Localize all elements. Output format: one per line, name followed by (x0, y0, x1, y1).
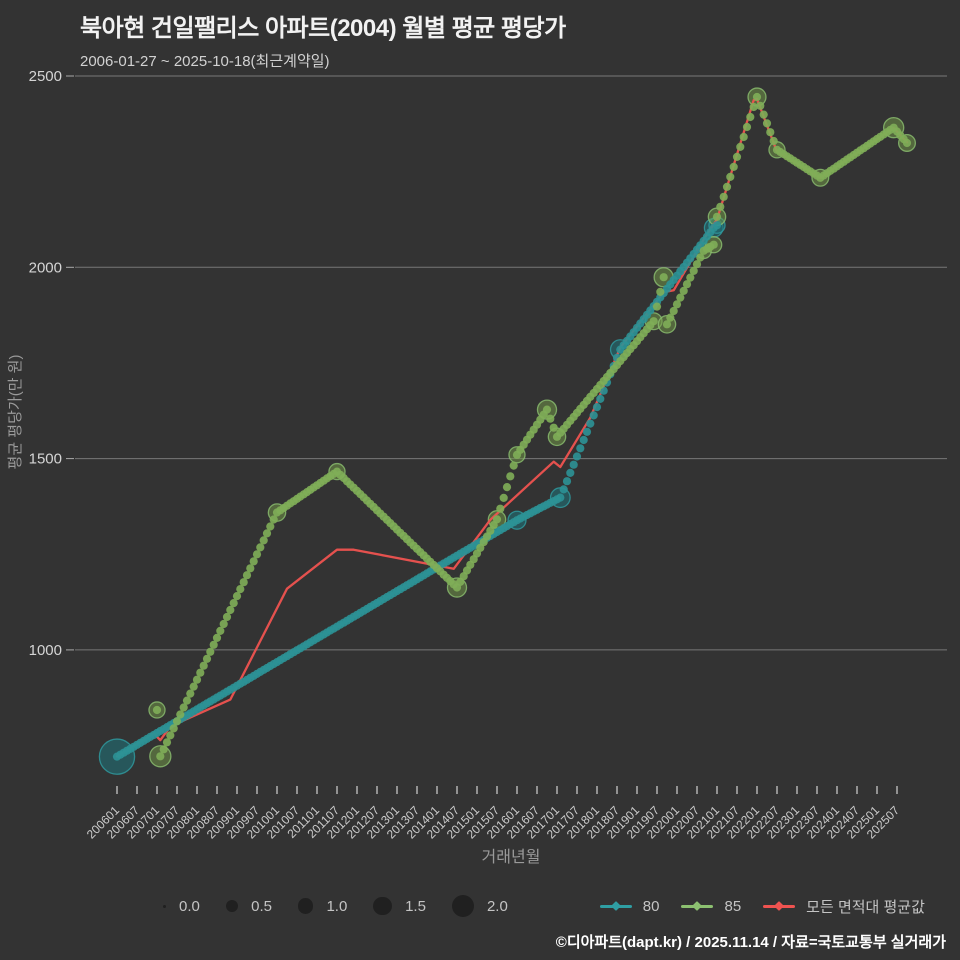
size-legend-item: 1.5 (373, 896, 426, 916)
svg-text:1500: 1500 (29, 451, 62, 468)
series-line-marker-icon (681, 901, 714, 911)
size-legend-bubble (373, 896, 393, 916)
svg-text:2500: 2500 (29, 68, 62, 85)
svg-text:평균 평당가(만 원): 평균 평당가(만 원) (7, 355, 24, 470)
size-legend-label: 0.0 (179, 897, 200, 915)
series-diamond-icon (774, 901, 785, 911)
size-legend-label: 0.5 (251, 897, 272, 915)
series-legend-label: 모든 면적대 평균값 (806, 898, 925, 916)
source-credit: ©디아파트(dapt.kr) / 2025.11.14 / 자료=국토교통부 실… (555, 934, 946, 951)
bubble-size-legend: 0.0 0.5 1.0 1.5 2.0 (163, 895, 534, 917)
size-legend-item: 0.0 (163, 898, 200, 915)
size-legend-item: 1.0 (297, 897, 348, 915)
size-legend-label: 2.0 (486, 897, 508, 915)
series-line-marker-icon (599, 901, 632, 911)
svg-text:1000: 1000 (29, 642, 62, 659)
series-legend-label: 85 (724, 897, 742, 915)
series-legend-item-모든 면적대 평균값[interactable]: 모든 면적대 평균값 (763, 896, 925, 917)
chart-legend: 0.0 0.5 1.0 1.5 2.0 80 85 모든 면적대 평균값 (163, 888, 947, 924)
page-title: 북아현 건일팰리스 아파트(2004) 월별 평균 평당가 (80, 15, 566, 42)
series-legend-item-85[interactable]: 85 (681, 898, 741, 915)
size-legend-bubble (451, 895, 474, 917)
svg-text:2000: 2000 (29, 259, 62, 276)
series-diamond-icon (692, 901, 703, 911)
series-legend-item-80[interactable]: 80 (599, 897, 660, 915)
series-diamond-icon (610, 901, 621, 911)
series-legend-label: 80 (642, 897, 660, 915)
svg-text:거래년월: 거래년월 (482, 848, 541, 866)
size-legend-label: 1.5 (405, 897, 426, 915)
size-legend-label: 1.0 (326, 897, 348, 915)
size-legend-item: 2.0 (451, 895, 508, 917)
size-legend-item: 0.5 (225, 897, 272, 915)
size-legend-bubble (297, 898, 314, 914)
series-legend: 80 85 모든 면적대 평균값 (599, 896, 947, 917)
size-legend-bubble (225, 899, 239, 913)
date-range-subtitle: 2006-01-27 ~ 2025-10-18(최근계약일) (80, 53, 330, 70)
size-legend-bubble (163, 904, 166, 908)
series-line-marker-icon (763, 901, 796, 911)
chart-header: 북아현 건일팰리스 아파트(2004) 월별 평균 평당가 2006-01-27… (80, 8, 566, 71)
